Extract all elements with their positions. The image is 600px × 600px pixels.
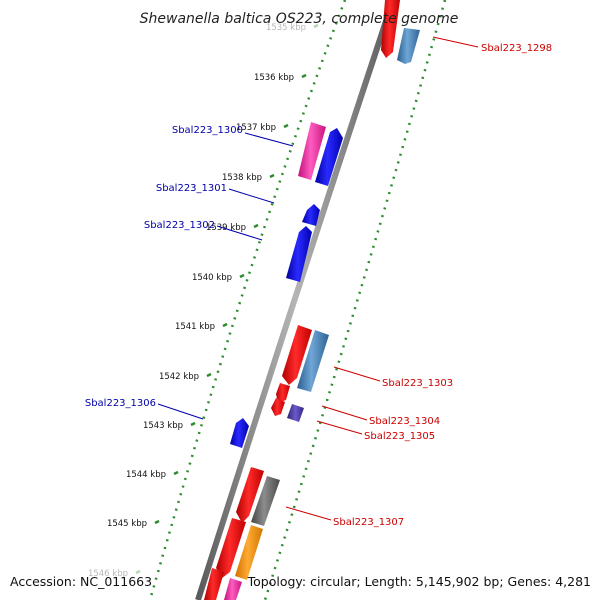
- gene-features: [204, 0, 420, 600]
- tick-mark: [206, 372, 212, 378]
- tick-label: 1541 kbp: [175, 322, 215, 332]
- gene-label[interactable]: Sbal223_1304: [369, 416, 440, 427]
- tick-mark: [239, 273, 245, 279]
- gene-leader-line: [244, 132, 294, 147]
- tick-label: 1540 kbp: [192, 273, 232, 283]
- gene-arrow-red-1303: [282, 325, 312, 385]
- gene-arrow-pink: [298, 122, 326, 180]
- gene-label[interactable]: Sbal223_1302: [144, 220, 215, 231]
- gene-arrow-gray: [251, 476, 280, 526]
- gene-arrow-blue-1306: [230, 418, 249, 448]
- gene-arrow-red: [381, 0, 400, 58]
- tick-label: 1546 kbp: [88, 569, 128, 579]
- gene-arrow-red-small-2: [271, 398, 285, 416]
- gene-arrow-blue-1300: [315, 128, 343, 186]
- backbone: [195, 0, 396, 600]
- gene-leader-line: [321, 405, 368, 421]
- gene-label[interactable]: Sbal223_1307: [333, 517, 404, 528]
- gene-label[interactable]: Sbal223_1305: [364, 431, 435, 442]
- gene-leader-line: [157, 403, 204, 420]
- tick-label: 1536 kbp: [254, 73, 294, 83]
- tick-mark: [313, 23, 319, 29]
- tick-mark: [135, 569, 141, 575]
- gene-leader-line: [432, 36, 479, 48]
- outer-tick-ring: [263, 0, 447, 600]
- gene-arrow-purple: [287, 404, 304, 422]
- tick-label: 1543 kbp: [143, 421, 183, 431]
- tick-mark: [222, 322, 228, 328]
- gene-leader-line: [216, 225, 263, 241]
- gene-label[interactable]: Sbal223_1300: [172, 125, 243, 136]
- gene-label[interactable]: Sbal223_1301: [156, 183, 227, 194]
- tick-mark: [269, 173, 275, 179]
- tick-label: 1544 kbp: [126, 470, 166, 480]
- gene-leader-line: [333, 366, 381, 382]
- tick-mark: [173, 470, 179, 476]
- gene-arrow-red-edge: [204, 568, 224, 600]
- tick-mark: [253, 223, 259, 229]
- gene-arrow-red-small: [276, 383, 290, 403]
- gene-label[interactable]: Sbal223_1298: [481, 43, 552, 54]
- gene-arrow-red-bottom: [216, 518, 246, 578]
- gene-arrow-steel-1303: [297, 330, 329, 392]
- tick-label: 1535 kbp: [266, 23, 306, 33]
- tick-mark: [190, 421, 196, 427]
- tick-label: 1539 kbp: [206, 223, 246, 233]
- tick-label: 1545 kbp: [107, 519, 147, 529]
- gene-leader-line: [316, 420, 363, 435]
- gene-leader-line: [228, 188, 275, 204]
- gene-arrow-pink-edge: [224, 578, 242, 600]
- gene-leader-line: [285, 506, 332, 521]
- map-title: Shewanella baltica OS223, complete genom…: [140, 11, 459, 27]
- gene-label[interactable]: Sbal223_1303: [382, 378, 453, 389]
- gene-arrow-blue-1302: [286, 226, 312, 282]
- tick-mark: [283, 123, 289, 129]
- tick-mark: [154, 519, 160, 525]
- tick-label: 1542 kbp: [159, 372, 199, 382]
- tick-label: 1538 kbp: [222, 173, 262, 183]
- gene-arrow-steel: [397, 28, 420, 64]
- topology-summary: Topology: circular; Length: 5,145,902 bp…: [247, 574, 591, 589]
- accession-text: Accession: NC_011663: [10, 574, 152, 589]
- gene-arrow-red-1307: [236, 467, 264, 523]
- gene-label[interactable]: Sbal223_1306: [85, 398, 156, 409]
- tick-mark: [301, 73, 307, 79]
- tick-group: 1535 kbp 1536 kbp 1537 kbp 1538 kbp 1539 kbp…: [88, 23, 319, 579]
- tick-label: 1537 kbp: [236, 123, 276, 133]
- gene-arrow-blue-1301: [302, 204, 320, 226]
- gene-arrow-orange: [235, 525, 263, 580]
- gene-label-group: Sbal223_1298 Sbal223_1300 Sbal223_1301 Sbal…: [85, 36, 552, 528]
